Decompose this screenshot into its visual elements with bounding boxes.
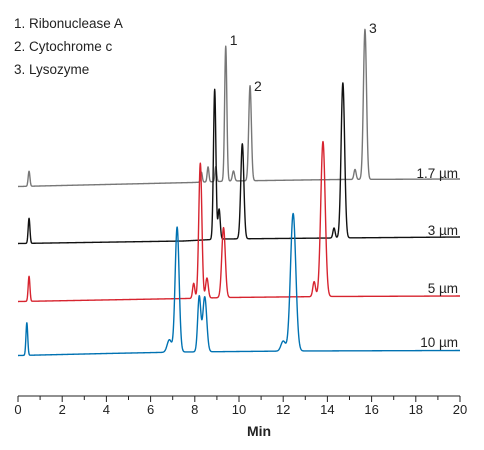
trace-group xyxy=(17,28,461,357)
peak-label-group: 1 2 3 xyxy=(230,20,377,94)
series-line xyxy=(17,28,461,188)
peak-label: 3 xyxy=(369,20,377,36)
peak-label: 2 xyxy=(254,78,262,94)
series-label: 10 µm xyxy=(420,335,458,350)
x-tick-label: 0 xyxy=(14,402,21,417)
series-label: 1.7 µm xyxy=(416,166,458,181)
x-tick-label: 10 xyxy=(232,402,246,417)
legend-entry-1: 1. Ribonuclease A xyxy=(14,16,123,31)
x-axis: 0 2 4 6 8 10 12 14 16 18 20 Min xyxy=(14,395,467,439)
x-tick-label: 18 xyxy=(409,402,423,417)
x-tick-label: 20 xyxy=(453,402,467,417)
x-tick-label: 16 xyxy=(364,402,378,417)
legend-entry-3: 3. Lysozyme xyxy=(14,62,89,77)
series-label-group: 1.7 µm 3 µm 5 µm 10 µm xyxy=(416,166,458,350)
x-axis-label: Min xyxy=(247,423,271,439)
series-line xyxy=(17,212,461,357)
x-tick-label: 6 xyxy=(147,402,154,417)
x-tick-label: 14 xyxy=(320,402,334,417)
legend-entry-2: 2. Cytochrome c xyxy=(14,39,113,54)
peak-label: 1 xyxy=(230,32,238,48)
x-tick-label: 8 xyxy=(191,402,198,417)
legend: 1. Ribonuclease A 2. Cytochrome c 3. Lys… xyxy=(14,16,123,77)
series-line xyxy=(17,82,461,245)
x-tick-label: 4 xyxy=(103,402,110,417)
series-label: 5 µm xyxy=(428,281,458,296)
series-label: 3 µm xyxy=(428,223,458,238)
x-tick-label: 2 xyxy=(59,402,66,417)
x-tick-label: 12 xyxy=(276,402,290,417)
series-line xyxy=(17,140,461,303)
x-axis-ticks: 0 2 4 6 8 10 12 14 16 18 20 xyxy=(14,396,467,417)
